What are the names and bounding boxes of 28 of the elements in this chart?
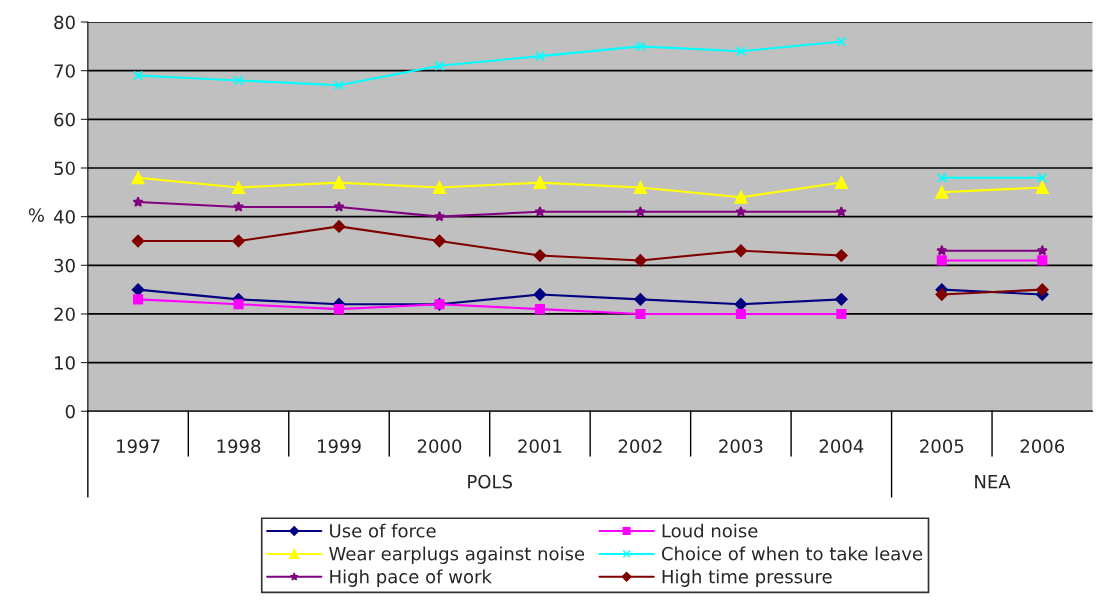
y-tick-label: 70 xyxy=(54,64,75,78)
y-tick-label: 80 xyxy=(54,15,75,30)
x-tick-label: 2000 xyxy=(417,439,462,454)
x-tick-label: 2005 xyxy=(920,439,964,454)
y-tick-label: 10 xyxy=(55,356,75,370)
text: POLS xyxy=(468,474,513,489)
x-tick-label: 1997 xyxy=(117,439,160,454)
y-tick-label: 0 xyxy=(65,404,75,419)
legend-label: High pace of work xyxy=(330,569,492,587)
legend-label: Wear earplugs against noise xyxy=(329,546,585,564)
y-tick-label: 20 xyxy=(54,307,75,322)
legend-label: Choice of when to take leave xyxy=(661,546,923,561)
y-tick-label: 50 xyxy=(54,161,75,176)
legend-label: Use of force xyxy=(330,523,436,538)
y-tick-label: 40 xyxy=(53,210,75,224)
legend-label: Loud noise xyxy=(662,523,758,538)
x-tick-label: 2003 xyxy=(719,439,763,454)
x-tick-label: 2004 xyxy=(819,439,864,454)
x-tick-label: 1998 xyxy=(217,439,261,454)
x-tick-label: 1999 xyxy=(318,439,361,454)
y-axis-title: % xyxy=(28,208,44,222)
x-tick-label: 2006 xyxy=(1020,439,1065,454)
text: NEA xyxy=(975,475,1011,489)
y-tick-label: 60 xyxy=(54,112,75,127)
x-tick-label: 2001 xyxy=(518,439,562,454)
legend-label: High time pressure xyxy=(662,569,832,587)
x-tick-label: 2002 xyxy=(618,439,662,454)
y-tick-label: 30 xyxy=(54,258,75,273)
